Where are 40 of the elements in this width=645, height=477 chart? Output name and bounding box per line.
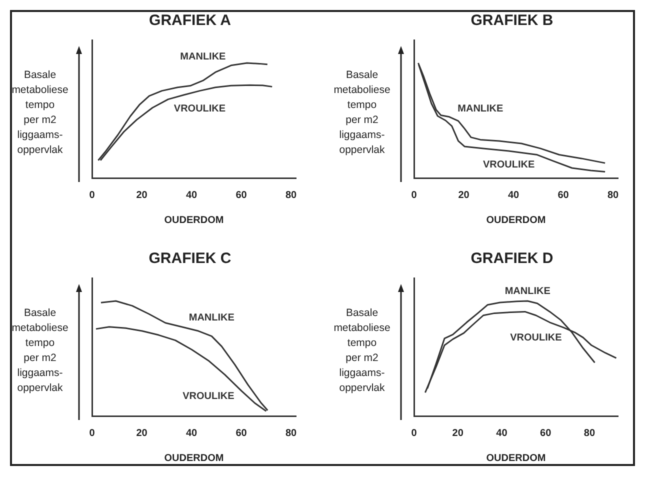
x-tick-label: 40 — [186, 428, 198, 439]
y-axis-title: Basale metaboliese tempo per m2 liggaams- oppervlak — [10, 68, 70, 158]
x-axis-title: OUDERDOM — [164, 214, 224, 226]
x-tick-label: 0 — [89, 428, 96, 439]
x-tick-label: 40 — [186, 190, 198, 201]
x-tick-label: 40 — [508, 190, 520, 201]
x-axis-title: OUDERDOM — [164, 452, 224, 464]
x-tick-label: 80 — [584, 428, 596, 439]
series-label: VROULIKE — [182, 390, 235, 402]
x-tick-label: 20 — [136, 190, 148, 201]
chart-title: GRAFIEK B — [470, 12, 554, 30]
x-tick-label: 0 — [411, 190, 418, 201]
series-label: MANLIKE — [458, 104, 504, 115]
series-label: VROULIKE — [174, 104, 226, 115]
x-tick-label: 20 — [136, 428, 148, 439]
x-axis-title: OUDERDOM — [486, 214, 546, 226]
x-tick-label: 60 — [236, 428, 248, 439]
series-label: VROULIKE — [482, 159, 535, 170]
series-label: MANLIKE — [188, 312, 235, 324]
x-tick-label: 60 — [236, 190, 248, 201]
series-label: MANLIKE — [180, 51, 226, 62]
y-axis-title: Basale metaboliese tempo per m2 liggaams- oppervlak — [10, 306, 70, 396]
x-tick-label: 0 — [411, 428, 418, 439]
y-axis-title: Basale metaboliese tempo per m2 liggaams- oppervlak — [332, 306, 392, 396]
x-tick-label: 60 — [540, 428, 552, 439]
series-label: MANLIKE — [504, 286, 551, 297]
x-tick-label: 80 — [285, 428, 298, 439]
x-tick-label: 60 — [558, 190, 570, 201]
x-tick-label: 40 — [496, 428, 508, 439]
x-tick-label: 80 — [285, 190, 298, 201]
chart-title: GRAFIEK D — [470, 250, 554, 268]
x-axis-title: OUDERDOM — [486, 452, 546, 464]
y-axis-title: Basale metaboliese tempo per m2 liggaams- oppervlak — [332, 68, 392, 158]
chart-title: GRAFIEK A — [149, 12, 232, 30]
x-tick-label: 0 — [89, 190, 96, 201]
x-tick-label: 80 — [607, 190, 620, 201]
series-label: VROULIKE — [510, 332, 562, 344]
chart-title: GRAFIEK C — [148, 250, 232, 268]
x-tick-label: 20 — [458, 190, 470, 201]
x-tick-label: 20 — [452, 428, 464, 439]
